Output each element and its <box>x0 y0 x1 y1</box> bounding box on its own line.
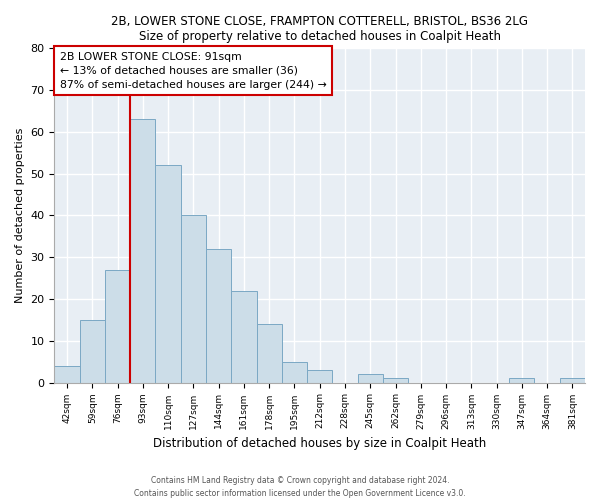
Y-axis label: Number of detached properties: Number of detached properties <box>15 128 25 303</box>
Bar <box>358 374 383 382</box>
Bar <box>560 378 585 382</box>
Bar <box>231 290 257 382</box>
Bar <box>105 270 130 382</box>
Bar <box>181 216 206 382</box>
Bar <box>155 166 181 382</box>
Bar <box>130 120 155 382</box>
Bar <box>509 378 535 382</box>
Title: 2B, LOWER STONE CLOSE, FRAMPTON COTTERELL, BRISTOL, BS36 2LG
Size of property re: 2B, LOWER STONE CLOSE, FRAMPTON COTTEREL… <box>111 15 528 43</box>
Bar <box>307 370 332 382</box>
X-axis label: Distribution of detached houses by size in Coalpit Heath: Distribution of detached houses by size … <box>153 437 487 450</box>
Text: 2B LOWER STONE CLOSE: 91sqm
← 13% of detached houses are smaller (36)
87% of sem: 2B LOWER STONE CLOSE: 91sqm ← 13% of det… <box>60 52 326 90</box>
Text: Contains HM Land Registry data © Crown copyright and database right 2024.
Contai: Contains HM Land Registry data © Crown c… <box>134 476 466 498</box>
Bar <box>257 324 282 382</box>
Bar <box>206 249 231 382</box>
Bar <box>80 320 105 382</box>
Bar <box>55 366 80 382</box>
Bar <box>383 378 408 382</box>
Bar <box>282 362 307 382</box>
